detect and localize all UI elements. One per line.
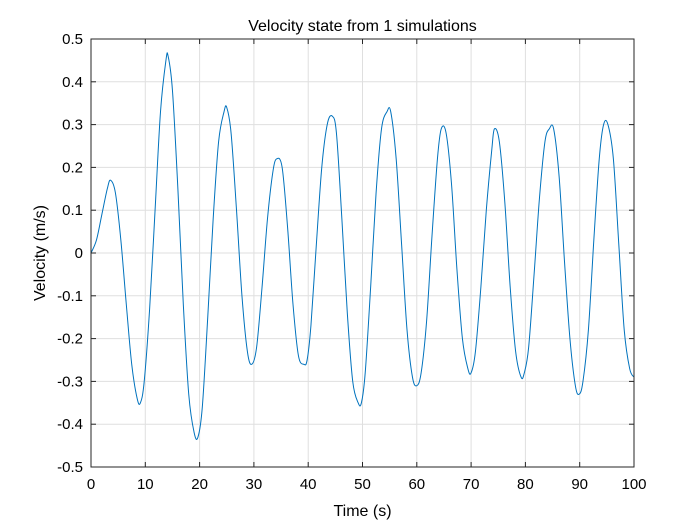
x-tick-label: 70	[463, 476, 480, 493]
x-axis-label: Time (s)	[333, 503, 391, 520]
y-tick-label: -0.4	[57, 416, 83, 433]
velocity-series-line	[90, 52, 635, 440]
x-tick-label: 100	[621, 476, 646, 493]
y-tick-label: 0.3	[62, 117, 83, 134]
x-tick-label: 50	[354, 476, 371, 493]
y-tick-label: -0.2	[57, 331, 83, 348]
y-tick-label: -0.1	[57, 288, 83, 305]
x-tick-label: 40	[300, 476, 317, 493]
tick-labels: 0 10 20 30 40 50 60 70 80 90 100 -0.5 -0.4 -0.3 -0.2 -0…	[57, 31, 646, 493]
x-tick-label: 10	[137, 476, 154, 493]
ticks	[90, 38, 635, 468]
y-tick-label: -0.3	[57, 373, 83, 390]
y-tick-label: -0.5	[57, 459, 83, 476]
x-tick-label: 20	[191, 476, 208, 493]
x-tick-label: 30	[246, 476, 263, 493]
y-tick-label: 0.5	[62, 31, 83, 48]
chart-title: Velocity state from 1 simulations	[248, 18, 477, 35]
series-layer	[90, 52, 635, 440]
x-tick-label: 80	[517, 476, 534, 493]
y-tick-label: 0.1	[62, 202, 83, 219]
x-tick-label: 0	[87, 476, 95, 493]
y-tick-label: 0.4	[62, 74, 83, 91]
x-tick-label: 90	[571, 476, 588, 493]
y-tick-label: 0.2	[62, 159, 83, 176]
y-axis-label: Velocity (m/s)	[32, 205, 49, 301]
y-tick-label: 0	[75, 245, 83, 262]
x-tick-label: 60	[408, 476, 425, 493]
